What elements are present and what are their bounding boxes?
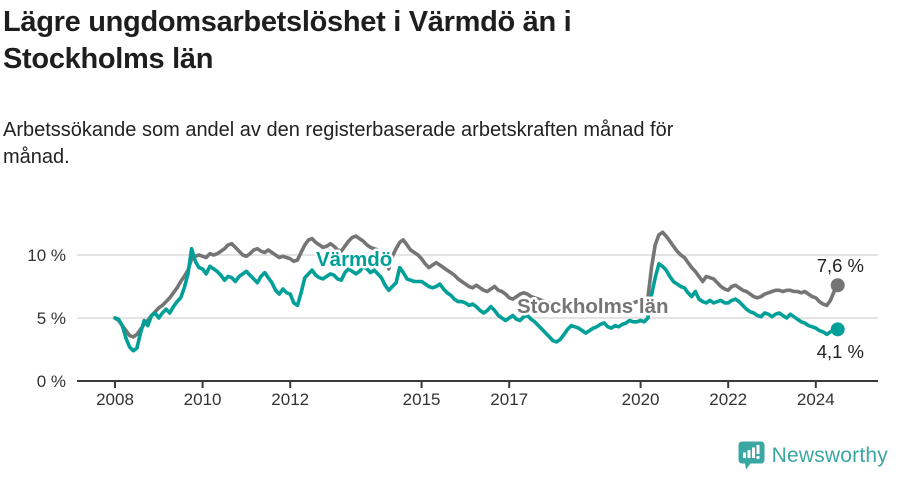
x-axis-tick-label: 2015 (403, 390, 441, 409)
x-axis-tick-label: 2008 (96, 390, 134, 409)
series-end-value-label: 7,6 % (817, 255, 864, 276)
page-title: Lägre ungdomsarbetslöshet i Värmdö än i … (3, 6, 572, 75)
series-end-dot (830, 322, 845, 337)
series-name-label: Stockholms län (517, 295, 669, 318)
series-line (113, 230, 840, 339)
x-axis-tick-label: 2017 (490, 390, 528, 409)
x-axis-tick-label: 2012 (271, 390, 309, 409)
newsworthy-logo[interactable]: Newsworthy (738, 441, 888, 470)
x-axis-tick-label: 2022 (709, 390, 747, 409)
x-axis-tick-label: 2024 (797, 390, 835, 409)
unemployment-line-chart-svg: 0 % 5 % 10 % 2008 2010 2012 2015 2017 2020 2022 20… (27, 230, 878, 409)
line-chart: 0 % 5 % 10 % 2008 2010 2012 2015 2017 2020 2022 20… (0, 225, 900, 474)
series-name-label: Värmdö (316, 248, 392, 271)
y-axis-tick-label: 5 % (37, 309, 66, 328)
x-axis-tick-label: 2020 (622, 390, 660, 409)
brand-name: Newsworthy (771, 443, 888, 467)
series-end-value-label: 4,1 % (817, 341, 864, 362)
y-axis-tick-label: 10 % (27, 246, 66, 265)
y-axis-tick-label: 0 % (37, 372, 66, 391)
series-end-dot (830, 278, 845, 293)
series-line (113, 246, 840, 353)
newsworthy-bubble-barchart-icon (738, 441, 765, 470)
chart-subtitle: Arbetssökande som andel av den registerb… (3, 119, 674, 168)
x-axis-tick-label: 2010 (184, 390, 222, 409)
